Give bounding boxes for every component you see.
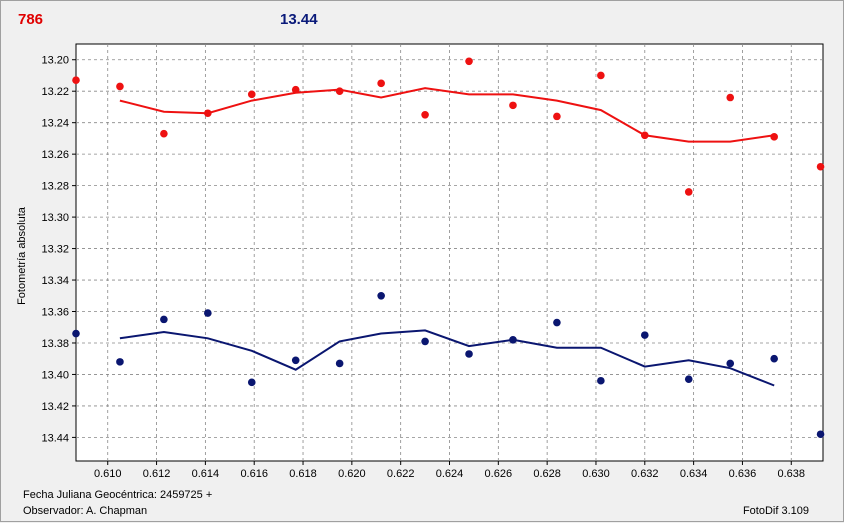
series-2-point (553, 318, 561, 327)
x-tick-label: 0.620 (338, 468, 366, 480)
series-2-point (377, 291, 385, 300)
x-tick-label: 0.618 (289, 468, 317, 480)
series-1-point (291, 85, 300, 94)
series-1-point (160, 129, 168, 138)
y-tick-label: 13.22 (41, 86, 69, 98)
series-2-point (116, 358, 124, 366)
series-2-point (597, 376, 605, 385)
series-2-point (160, 315, 168, 324)
x-tick-label: 0.622 (387, 468, 415, 480)
series-2-point (465, 350, 473, 358)
y-tick-label: 13.30 (41, 212, 69, 224)
series-1-trend-line (119, 87, 775, 143)
series-1-point (116, 82, 124, 91)
series-2-trend-line (119, 329, 775, 387)
series-2-point (72, 329, 80, 338)
series-2-point (421, 337, 429, 346)
series-2-point (816, 430, 825, 439)
series-1-point (553, 112, 561, 121)
y-tick-label: 13.28 (41, 181, 69, 193)
x-tick-label: 0.610 (94, 468, 122, 480)
series-1-point (421, 111, 429, 119)
series-2-point (726, 359, 735, 368)
series-1-point (204, 109, 212, 118)
x-tick-label: 0.632 (631, 468, 659, 480)
series-1-point (335, 87, 344, 96)
series-1-point (816, 162, 825, 171)
series-1-point (684, 188, 693, 196)
y-tick-label: 13.42 (41, 401, 69, 413)
y-tick-label: 13.36 (41, 307, 69, 319)
software-label: FotoDif 3.109 (742, 505, 809, 517)
series-1-point (247, 90, 256, 99)
observer-label: Observador: A. Chapman (23, 505, 148, 517)
series-2-point (247, 378, 256, 387)
series-2-point (335, 359, 344, 368)
series-2-point (204, 309, 212, 317)
x-tick-label: 0.638 (777, 468, 805, 480)
x-tick-label: 0.630 (582, 468, 610, 480)
y-tick-label: 13.32 (41, 244, 69, 256)
series-2-point (509, 336, 517, 344)
series-2-point (770, 354, 778, 363)
x-tick-label: 0.614 (192, 468, 220, 480)
y-tick-label: 13.44 (41, 432, 69, 444)
y-tick-label: 13.40 (41, 369, 69, 381)
series-2-point (291, 356, 300, 365)
x-tick-label: 0.624 (436, 468, 464, 480)
y-axis-label: Fotometría absoluta (16, 206, 28, 305)
series-1-point (72, 76, 80, 84)
julian-date-label: Fecha Juliana Geocéntrica: 2459725 + (23, 489, 213, 501)
series-1-point (377, 79, 385, 88)
series-1-point (465, 57, 473, 66)
x-tick-label: 0.612 (143, 468, 171, 480)
series-2-point (640, 331, 649, 339)
y-tick-label: 13.26 (41, 149, 69, 161)
series-1-point (509, 101, 517, 110)
y-tick-label: 13.34 (41, 275, 69, 287)
header-left-value: 786 (18, 11, 44, 28)
series-1-point (726, 93, 735, 102)
header-right-value: 13.44 (280, 11, 318, 28)
x-tick-label: 0.628 (533, 468, 561, 480)
x-tick-label: 0.634 (680, 468, 708, 480)
series-1-point (597, 71, 605, 80)
y-tick-label: 13.38 (41, 338, 69, 350)
x-tick-label: 0.636 (729, 468, 757, 480)
y-tick-label: 13.20 (41, 55, 69, 67)
y-tick-label: 13.24 (41, 118, 69, 130)
x-tick-label: 0.616 (240, 468, 268, 480)
series-1-point (640, 131, 649, 140)
x-tick-label: 0.626 (485, 468, 513, 480)
series-1-point (770, 133, 778, 141)
series-2-point (684, 375, 693, 383)
